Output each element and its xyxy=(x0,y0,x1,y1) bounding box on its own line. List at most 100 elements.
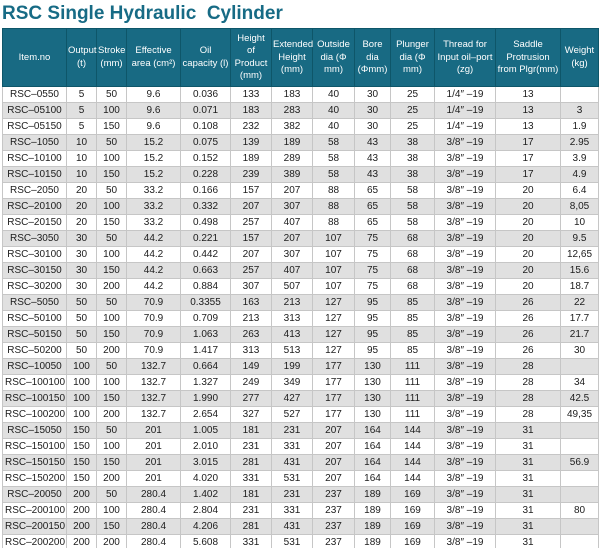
value-cell: 531 xyxy=(271,534,313,548)
value-cell: 3/8″ –19 xyxy=(434,198,496,216)
value-cell: 44.2 xyxy=(126,262,181,280)
value-cell: 100 xyxy=(66,406,97,424)
value-cell: 15.2 xyxy=(126,150,181,168)
column-header: Weight (kg) xyxy=(560,27,599,88)
value-cell: 1.417 xyxy=(180,342,231,360)
item-no-cell: RSC–05100 xyxy=(2,102,67,120)
value-cell: 100 xyxy=(96,310,127,328)
value-cell: 3/8″ –19 xyxy=(434,326,496,344)
item-no-cell: RSC–30200 xyxy=(2,278,67,296)
value-cell: 207 xyxy=(271,182,313,200)
value-cell: 331 xyxy=(230,470,272,488)
value-cell: 13 xyxy=(495,102,561,120)
item-no-cell: RSC–0550 xyxy=(2,86,67,104)
value-cell: 100 xyxy=(96,150,127,168)
value-cell: 207 xyxy=(230,198,272,216)
value-cell: 1/4″ –19 xyxy=(434,102,496,120)
value-cell: 183 xyxy=(271,86,313,104)
value-cell: 177 xyxy=(312,358,355,376)
value-cell: 237 xyxy=(312,486,355,504)
value-cell: 12,65 xyxy=(560,246,599,264)
value-cell: 139 xyxy=(230,134,272,152)
header-row: Item.no Output (t) Stroke (mm) Effective ar… xyxy=(2,27,599,88)
table-row: RSC–150100 150 100 201 2.010 231 331 207 164 144 3… xyxy=(2,438,599,456)
value-cell: 150 xyxy=(96,214,127,232)
value-cell: 31 xyxy=(495,486,561,504)
value-cell: 70.9 xyxy=(126,342,181,360)
value-cell: 95 xyxy=(354,310,391,328)
value-cell: 5 xyxy=(66,86,97,104)
value-cell: 207 xyxy=(312,454,355,472)
value-cell: 28 xyxy=(495,358,561,376)
value-cell: 13 xyxy=(495,118,561,136)
value-cell: 100 xyxy=(96,102,127,120)
item-no-cell: RSC–50150 xyxy=(2,326,67,344)
value-cell: 1.990 xyxy=(180,390,231,408)
value-cell: 50 xyxy=(66,326,97,344)
value-cell: 0.221 xyxy=(180,230,231,248)
value-cell: 3/8″ –19 xyxy=(434,406,496,424)
value-cell: 9.6 xyxy=(126,86,181,104)
value-cell: 34 xyxy=(560,374,599,392)
value-cell: 3/8″ –19 xyxy=(434,182,496,200)
value-cell: 10 xyxy=(66,166,97,184)
value-cell: 280.4 xyxy=(126,502,181,520)
table-row: RSC–10150 10 150 15.2 0.228 239 389 58 43 38 3/8″ … xyxy=(2,166,599,184)
value-cell: 431 xyxy=(271,454,313,472)
item-no-cell: RSC–150150 xyxy=(2,454,67,472)
item-no-cell: RSC–100200 xyxy=(2,406,67,424)
value-cell: 18.7 xyxy=(560,278,599,296)
value-cell xyxy=(560,86,599,104)
table-row: RSC–20150 20 150 33.2 0.498 257 407 88 65 58 3/8″ … xyxy=(2,214,599,232)
item-no-cell: RSC–3050 xyxy=(2,230,67,248)
value-cell: 307 xyxy=(271,198,313,216)
value-cell: 30 xyxy=(66,246,97,264)
value-cell: 50 xyxy=(96,134,127,152)
value-cell: 1.327 xyxy=(180,374,231,392)
value-cell: 132.7 xyxy=(126,374,181,392)
value-cell: 100 xyxy=(96,246,127,264)
item-no-cell: RSC–100150 xyxy=(2,390,67,408)
value-cell: 280.4 xyxy=(126,486,181,504)
value-cell: 213 xyxy=(271,294,313,312)
value-cell: 183 xyxy=(230,102,272,120)
value-cell: 26 xyxy=(495,342,561,360)
value-cell: 127 xyxy=(312,342,355,360)
value-cell: 263 xyxy=(230,326,272,344)
value-cell: 4.020 xyxy=(180,470,231,488)
value-cell: 3/8″ –19 xyxy=(434,294,496,312)
table-row: RSC–10050 100 50 132.7 0.664 149 199 177 130 111 3… xyxy=(2,358,599,376)
value-cell: 283 xyxy=(271,102,313,120)
item-no-cell: RSC–10150 xyxy=(2,166,67,184)
value-cell: 3/8″ –19 xyxy=(434,310,496,328)
value-cell: 107 xyxy=(312,246,355,264)
value-cell: 189 xyxy=(354,518,391,536)
value-cell: 0.498 xyxy=(180,214,231,232)
value-cell: 3 xyxy=(560,102,599,120)
value-cell: 144 xyxy=(390,422,435,440)
value-cell: 50 xyxy=(66,310,97,328)
value-cell: 200 xyxy=(66,486,97,504)
value-cell: 132.7 xyxy=(126,406,181,424)
column-header: Extended Height (mm) xyxy=(271,27,313,88)
value-cell: 21.7 xyxy=(560,326,599,344)
value-cell: 177 xyxy=(312,406,355,424)
value-cell: 68 xyxy=(390,230,435,248)
column-header: Output (t) xyxy=(66,27,97,88)
value-cell: 169 xyxy=(390,518,435,536)
value-cell: 65 xyxy=(354,214,391,232)
value-cell: 200 xyxy=(96,342,127,360)
value-cell: 100 xyxy=(96,438,127,456)
value-cell: 237 xyxy=(312,518,355,536)
value-cell: 4.206 xyxy=(180,518,231,536)
item-no-cell: RSC–2050 xyxy=(2,182,67,200)
value-cell: 277 xyxy=(230,390,272,408)
value-cell: 207 xyxy=(271,230,313,248)
value-cell: 75 xyxy=(354,278,391,296)
value-cell: 5 xyxy=(66,102,97,120)
value-cell: 150 xyxy=(96,118,127,136)
value-cell: 199 xyxy=(271,358,313,376)
value-cell: 231 xyxy=(271,422,313,440)
item-no-cell: RSC–200100 xyxy=(2,502,67,520)
value-cell: 88 xyxy=(312,214,355,232)
